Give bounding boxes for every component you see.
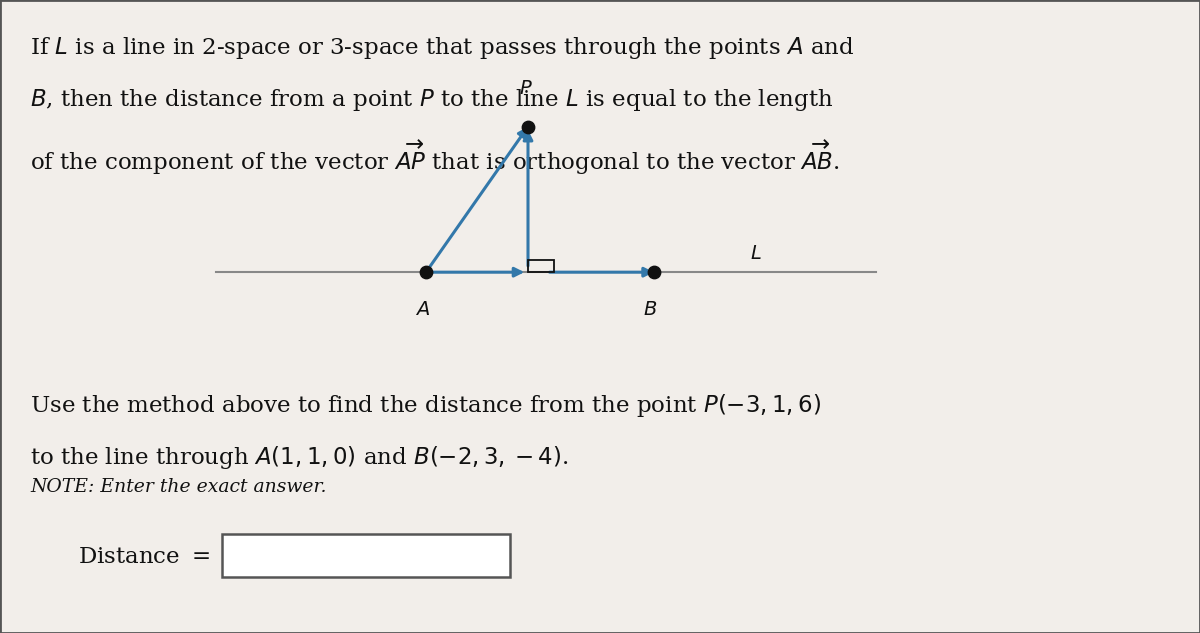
Text: $B$, then the distance from a point $P$ to the line $L$ is equal to the length: $B$, then the distance from a point $P$ … bbox=[30, 87, 833, 113]
Text: $L$: $L$ bbox=[750, 245, 762, 263]
Text: If $L$ is a line in 2-space or 3-space that passes through the points $A$ and: If $L$ is a line in 2-space or 3-space t… bbox=[30, 35, 854, 61]
Point bbox=[518, 122, 538, 132]
Text: Distance $=$: Distance $=$ bbox=[78, 546, 210, 568]
Text: to the line through $A(1, 1, 0)$ and $B(-2, 3, -4)$.: to the line through $A(1, 1, 0)$ and $B(… bbox=[30, 444, 569, 472]
Text: NOTE: Enter the exact answer.: NOTE: Enter the exact answer. bbox=[30, 478, 326, 496]
Text: Use the method above to find the distance from the point $P(-3, 1, 6)$: Use the method above to find the distanc… bbox=[30, 392, 821, 420]
Bar bbox=[222, 534, 510, 577]
Text: $A$: $A$ bbox=[415, 301, 430, 318]
Point bbox=[416, 267, 436, 277]
Bar bbox=[528, 260, 554, 272]
Text: of the component of the vector $\overrightarrow{AP}$ that is orthogonal to the v: of the component of the vector $\overrig… bbox=[30, 139, 840, 177]
Text: $P$: $P$ bbox=[518, 80, 533, 98]
Point bbox=[644, 267, 664, 277]
Text: $B$: $B$ bbox=[643, 301, 658, 318]
